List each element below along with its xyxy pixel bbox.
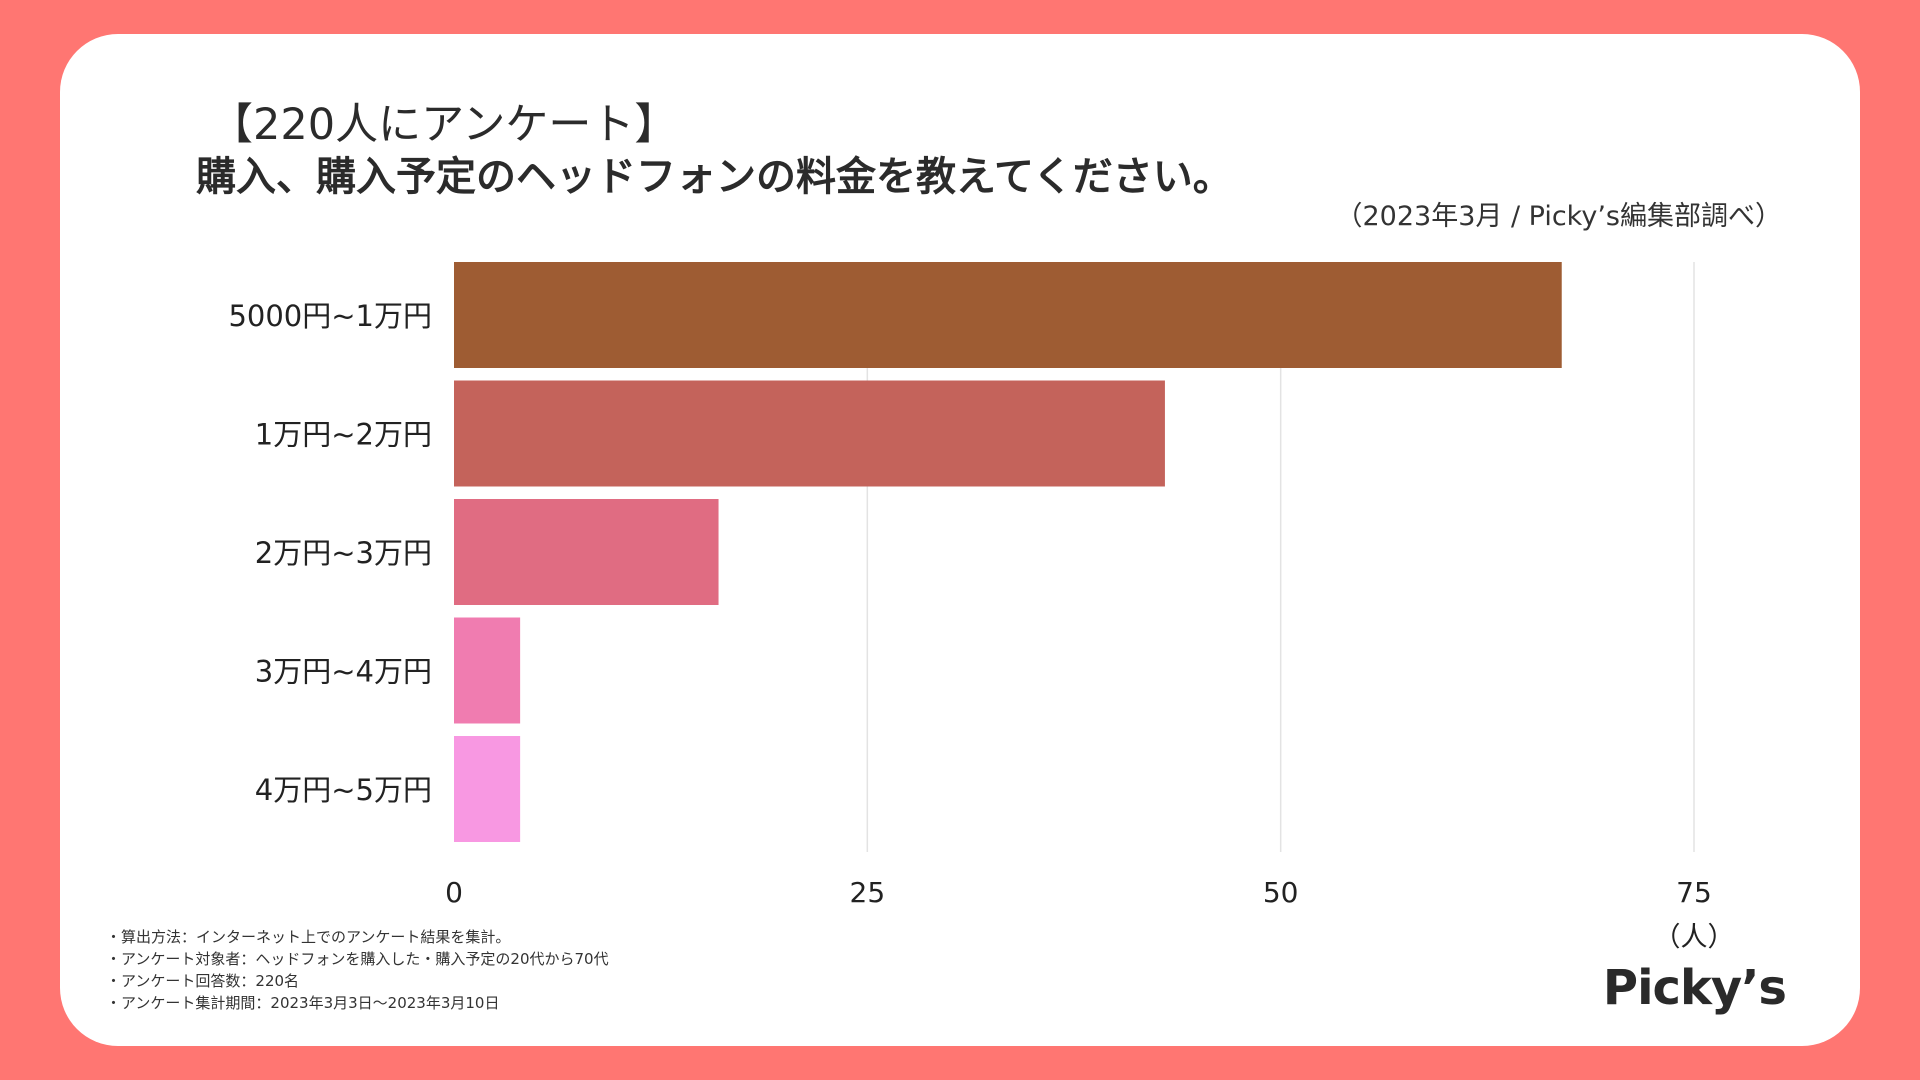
note-target: ・アンケート対象者：ヘッドフォンを購入した・購入予定の20代から70代	[106, 950, 609, 968]
category-label-1: 1万円~2万円	[255, 418, 432, 452]
note-method: ・算出方法：インターネット上でのアンケート結果を集計。	[106, 928, 511, 946]
category-label-0: 5000円~1万円	[228, 299, 432, 333]
category-label-4: 4万円~5万円	[255, 773, 432, 807]
bar-3	[454, 617, 521, 724]
category-label-2: 2万円~3万円	[255, 536, 432, 570]
tick-label-25: 25	[850, 876, 886, 909]
survey-tag: 【220人にアンケート】	[210, 100, 678, 150]
brand-logo: Picky’s	[1602, 960, 1787, 1016]
note-count: ・アンケート回答数：220名	[106, 972, 300, 990]
bar-chart: 5000円~1万円 1万円~2万円 2万円~3万円 3万円~4万円 4万円~5万円 0 25…	[228, 262, 1735, 953]
tick-label-75: 75	[1676, 876, 1712, 909]
tick-label-50: 50	[1263, 876, 1299, 909]
bar-2	[454, 499, 719, 605]
chart-card: 【220人にアンケート】 購入、購入予定のヘッドフォンの料金を教えてください。 …	[60, 34, 1860, 1046]
source-note: （2023年3月 / Picky’s編集部調べ）	[1335, 201, 1783, 232]
bar-4	[454, 736, 521, 842]
bar-1	[454, 380, 1165, 487]
chart-title: 購入、購入予定のヘッドフォンの料金を教えてください。	[196, 154, 1233, 200]
note-period: ・アンケート集計期間：2023年3月3日〜2023年3月10日	[106, 994, 500, 1012]
category-label-3: 3万円~4万円	[255, 655, 432, 689]
bar-0	[454, 262, 1562, 368]
survey-notes: ・算出方法：インターネット上でのアンケート結果を集計。 ・アンケート対象者：ヘッ…	[106, 926, 609, 1014]
unit-label: （人）	[1654, 922, 1735, 953]
tick-label-0: 0	[445, 876, 463, 909]
